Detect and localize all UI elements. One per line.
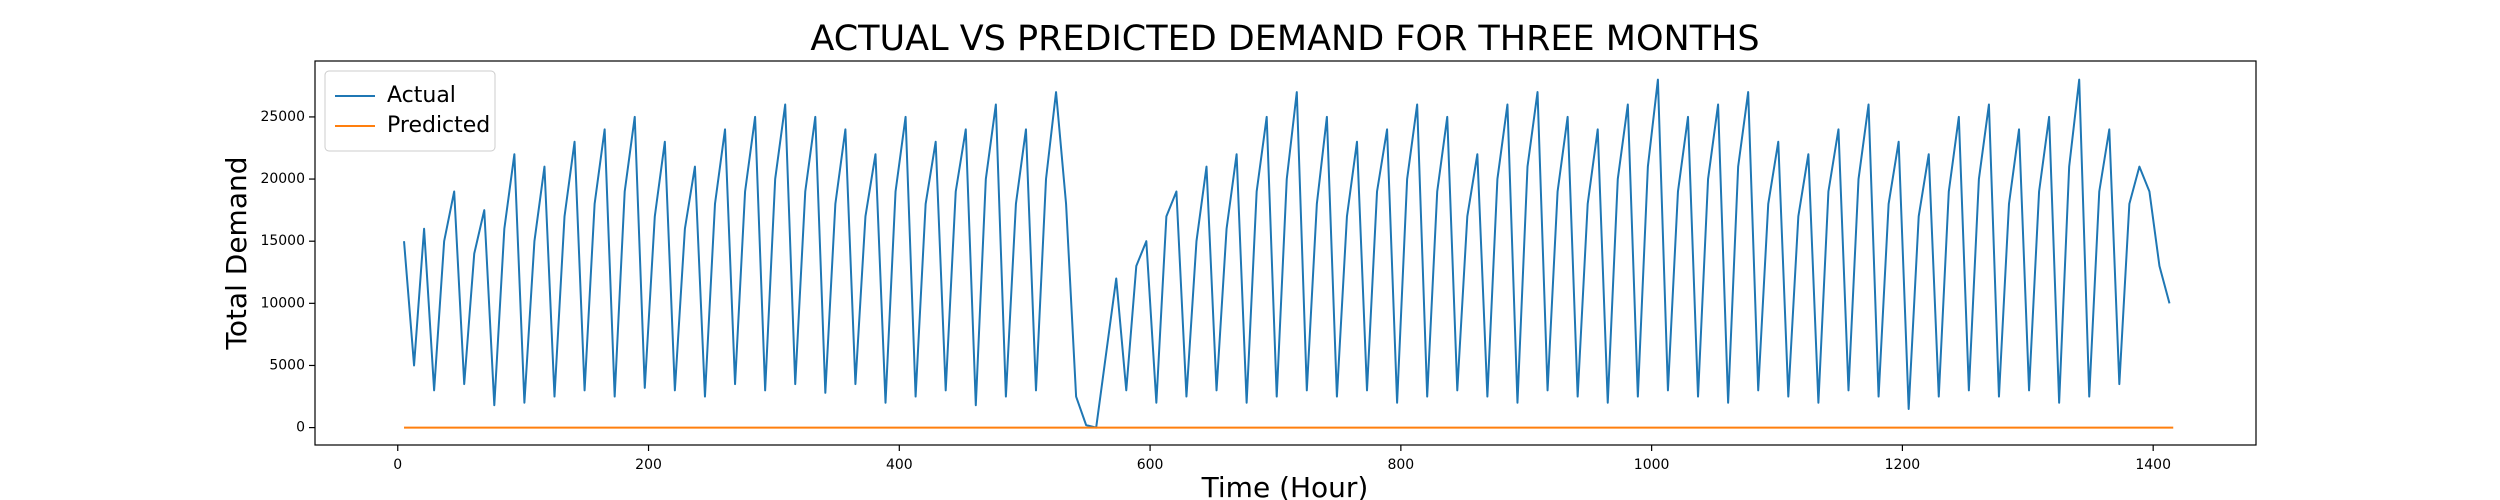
data-line bbox=[403, 78, 2171, 429]
legend-label: Actual bbox=[387, 83, 456, 108]
legend-box bbox=[324, 70, 496, 152]
y-axis-label: Total Demand bbox=[220, 156, 253, 350]
y-tick-label: 15000 bbox=[260, 233, 305, 249]
x-tick-label: 200 bbox=[635, 457, 662, 473]
legend-label: Predicted bbox=[387, 113, 490, 138]
y-tick-label: 5000 bbox=[269, 357, 305, 373]
x-tick-label: 1400 bbox=[2135, 457, 2171, 473]
x-tick-label: 0 bbox=[393, 457, 402, 473]
x-tick-label: 400 bbox=[886, 457, 913, 473]
x-axis-label: Time (Hour) bbox=[1201, 471, 1369, 500]
chart-title: ACTUAL VS PREDICTED DEMAND FOR THREE MON… bbox=[810, 19, 1759, 59]
x-tick-label: 800 bbox=[1387, 457, 1414, 473]
y-tick-label: 25000 bbox=[260, 109, 305, 125]
y-tick-label: 20000 bbox=[260, 171, 305, 187]
x-tick-label: 600 bbox=[1137, 457, 1164, 473]
x-tick-label: 1000 bbox=[1634, 457, 1670, 473]
plot-frame bbox=[314, 60, 2257, 446]
y-tick-label: 10000 bbox=[260, 295, 305, 311]
y-tick-label: 0 bbox=[296, 420, 305, 436]
x-tick-label: 1200 bbox=[1885, 457, 1921, 473]
